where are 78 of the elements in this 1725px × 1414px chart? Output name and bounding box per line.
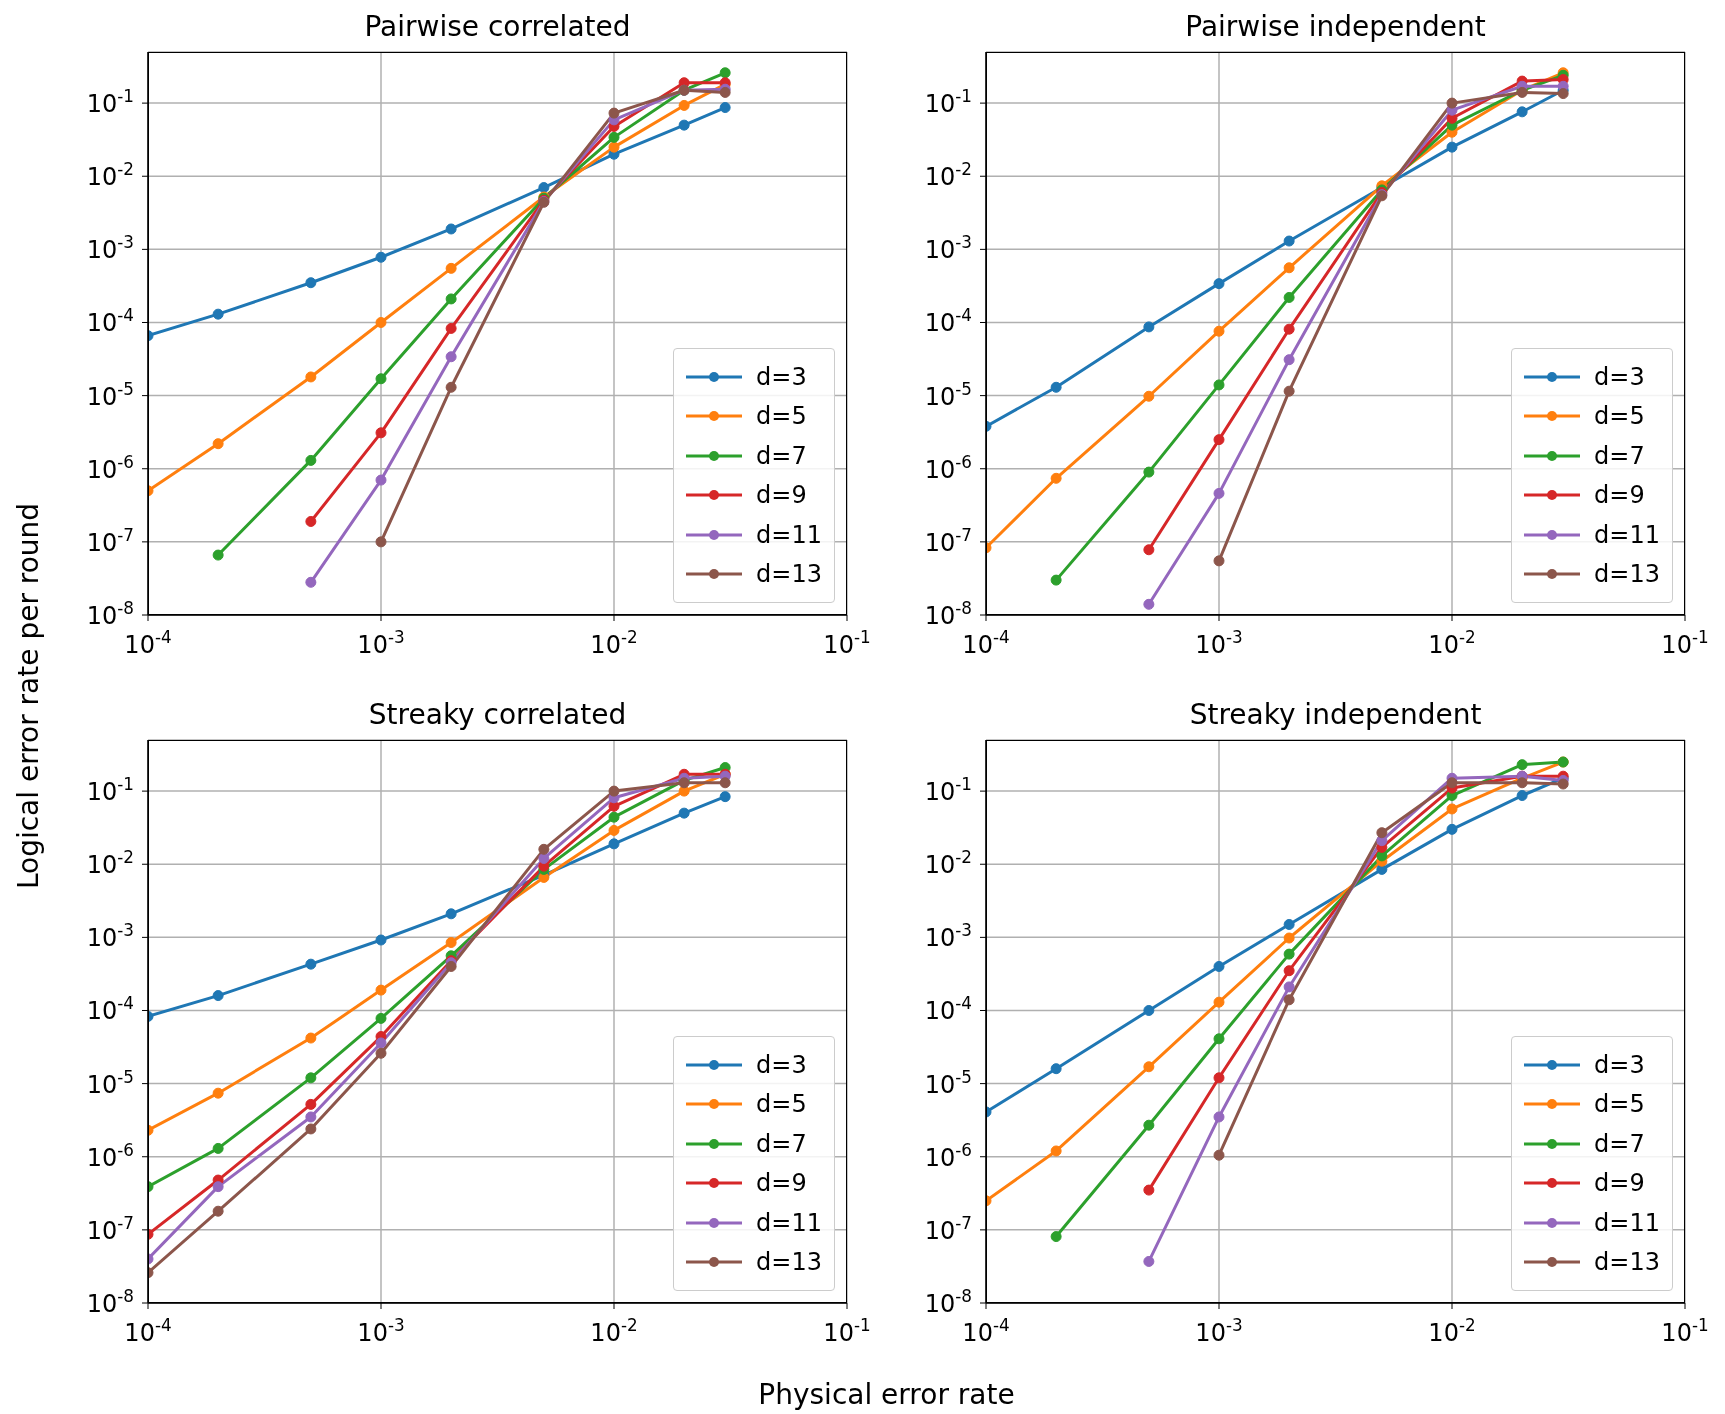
x-tick-label: 10$^{-2}$ xyxy=(1428,1315,1476,1347)
y-tick-label: 10$^{-3}$ xyxy=(86,232,134,265)
x-tick-label: 10$^{-4}$ xyxy=(124,627,172,659)
legend-label: d=5 xyxy=(756,402,807,431)
y-tick-label: 10$^{-4}$ xyxy=(924,305,972,338)
y-tick-label: 10$^{-5}$ xyxy=(924,378,972,411)
x-tick-label: 10$^{-3}$ xyxy=(1195,627,1243,659)
legend-label: d=11 xyxy=(756,1208,822,1237)
legend-label: d=11 xyxy=(1594,520,1660,549)
y-tick-label: 10$^{-5}$ xyxy=(86,378,134,411)
y-tick-label: 10$^{-8}$ xyxy=(924,1286,972,1318)
legend-label: d=7 xyxy=(756,441,807,470)
y-tick-label: 10$^{-1}$ xyxy=(924,774,972,807)
chart-title: Streaky correlated xyxy=(368,698,627,731)
legend-label: d=11 xyxy=(756,520,822,549)
y-tick-label: 10$^{-1}$ xyxy=(924,86,972,119)
y-tick-label: 10$^{-6}$ xyxy=(86,1139,134,1172)
y-tick-label: 10$^{-7}$ xyxy=(86,524,134,557)
y-tick-label: 10$^{-3}$ xyxy=(924,920,972,953)
y-tick-label: 10$^{-7}$ xyxy=(924,1212,972,1245)
x-tick-label: 10$^{-3}$ xyxy=(1195,1315,1243,1347)
y-tick-label: 10$^{-8}$ xyxy=(924,598,972,630)
y-tick-label: 10$^{-5}$ xyxy=(86,1066,134,1099)
y-axis-title: Logical error rate per round xyxy=(11,502,45,890)
legend-label: d=9 xyxy=(1594,481,1645,510)
y-tick-label: 10$^{-4}$ xyxy=(924,993,972,1026)
legend-label: d=5 xyxy=(1594,402,1645,431)
legend-label: d=5 xyxy=(1594,1090,1645,1119)
y-tick-label: 10$^{-4}$ xyxy=(86,305,134,338)
x-tick-label: 10$^{-1}$ xyxy=(1661,1315,1709,1347)
y-tick-label: 10$^{-2}$ xyxy=(924,847,972,880)
legend-label: d=7 xyxy=(1594,441,1645,470)
legend-label: d=13 xyxy=(1594,1248,1660,1277)
x-tick-label: 10$^{-1}$ xyxy=(823,627,871,659)
legend-label: d=5 xyxy=(756,1090,807,1119)
y-tick-label: 10$^{-8}$ xyxy=(86,598,134,630)
y-tick-label: 10$^{-1}$ xyxy=(86,774,134,807)
legend-label: d=3 xyxy=(1594,362,1645,391)
y-tick-label: 10$^{-3}$ xyxy=(86,920,134,953)
chart-title: Streaky independent xyxy=(1189,698,1482,731)
legend-label: d=9 xyxy=(756,1169,807,1198)
y-tick-label: 10$^{-6}$ xyxy=(924,1139,972,1172)
y-tick-label: 10$^{-7}$ xyxy=(86,1212,134,1245)
y-tick-label: 10$^{-2}$ xyxy=(86,847,134,880)
chart-title: Pairwise independent xyxy=(1185,10,1486,43)
x-tick-label: 10$^{-2}$ xyxy=(1428,627,1476,659)
x-tick-label: 10$^{-4}$ xyxy=(124,1315,172,1347)
legend-label: d=7 xyxy=(1594,1129,1645,1158)
x-tick-label: 10$^{-1}$ xyxy=(1661,627,1709,659)
legend-label: d=13 xyxy=(756,1248,822,1277)
y-tick-label: 10$^{-4}$ xyxy=(86,993,134,1026)
legend-label: d=9 xyxy=(756,481,807,510)
x-axis-title: Physical error rate xyxy=(758,1378,1015,1411)
x-tick-label: 10$^{-2}$ xyxy=(590,627,638,659)
legend-label: d=9 xyxy=(1594,1169,1645,1198)
x-tick-label: 10$^{-1}$ xyxy=(823,1315,871,1347)
legend-label: d=3 xyxy=(756,1050,807,1079)
x-tick-label: 10$^{-2}$ xyxy=(590,1315,638,1347)
y-tick-label: 10$^{-2}$ xyxy=(924,159,972,192)
legend-label: d=7 xyxy=(756,1129,807,1158)
legend-label: d=13 xyxy=(1594,560,1660,589)
y-tick-label: 10$^{-6}$ xyxy=(924,451,972,484)
legend-label: d=13 xyxy=(756,560,822,589)
legend-label: d=3 xyxy=(1594,1050,1645,1079)
y-tick-label: 10$^{-1}$ xyxy=(86,86,134,119)
y-tick-label: 10$^{-2}$ xyxy=(86,159,134,192)
chart-title: Pairwise correlated xyxy=(364,10,631,43)
y-tick-label: 10$^{-7}$ xyxy=(924,524,972,557)
legend-label: d=3 xyxy=(756,362,807,391)
y-tick-label: 10$^{-3}$ xyxy=(924,232,972,265)
y-tick-label: 10$^{-6}$ xyxy=(86,451,134,484)
x-tick-label: 10$^{-4}$ xyxy=(962,627,1010,659)
legend-label: d=11 xyxy=(1594,1208,1660,1237)
y-tick-label: 10$^{-5}$ xyxy=(924,1066,972,1099)
x-tick-label: 10$^{-3}$ xyxy=(357,1315,405,1347)
x-tick-label: 10$^{-4}$ xyxy=(962,1315,1010,1347)
y-tick-label: 10$^{-8}$ xyxy=(86,1286,134,1318)
x-tick-label: 10$^{-3}$ xyxy=(357,627,405,659)
